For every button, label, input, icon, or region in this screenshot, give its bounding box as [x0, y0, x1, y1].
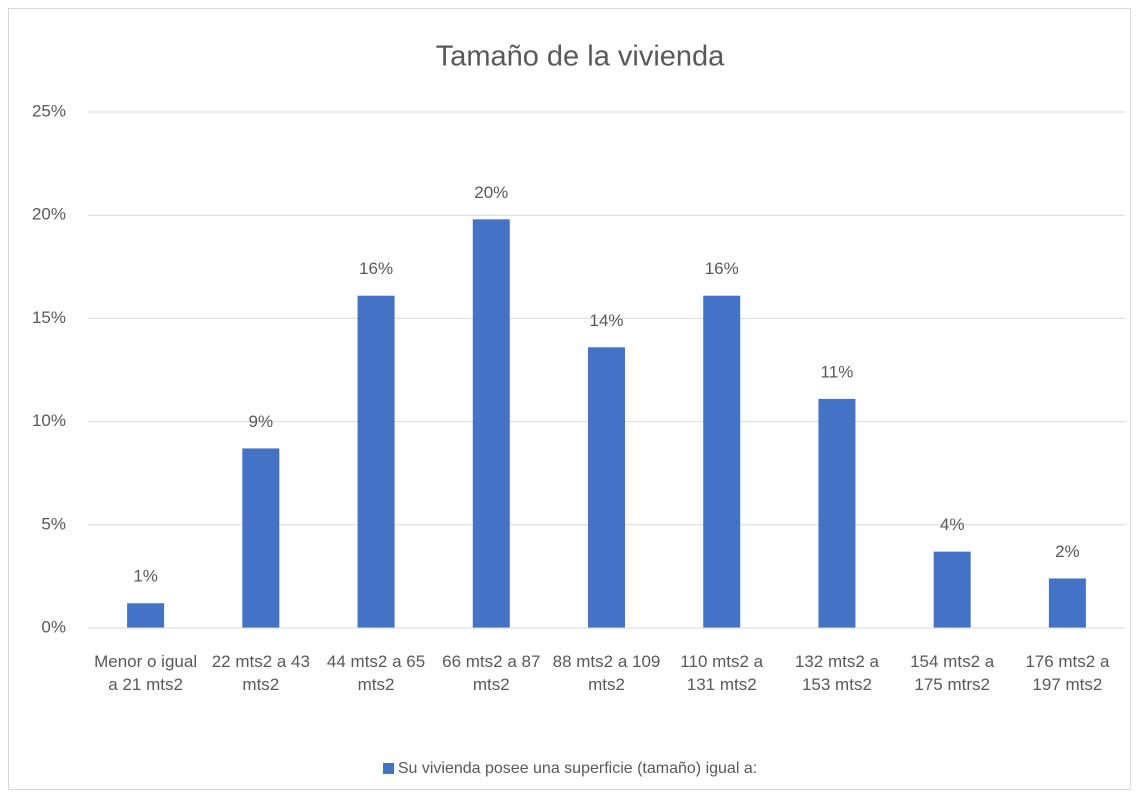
y-tick-label: 20%	[32, 205, 66, 224]
bar	[127, 603, 165, 628]
data-label: 1%	[133, 567, 158, 586]
data-label: 16%	[705, 259, 739, 278]
x-tick-label: Menor o igual a 21 mts2	[94, 652, 198, 694]
y-tick-label: 25%	[32, 101, 66, 120]
x-tick-label: 88 mts2 a 109 mts2	[552, 652, 661, 694]
y-tick-label: 5%	[41, 514, 66, 533]
bar	[242, 448, 280, 628]
y-tick-label: 10%	[32, 411, 66, 430]
data-label: 11%	[821, 362, 854, 381]
data-label: 9%	[249, 412, 274, 431]
x-tick-label: 44 mts2 a 65 mts2	[326, 652, 426, 694]
x-tick-label: 132 mts2 a 153 mts2	[794, 652, 879, 694]
bar	[472, 219, 510, 628]
chart-title: Tamaño de la vivienda	[436, 41, 725, 73]
chart-border	[8, 8, 1131, 790]
data-label: 2%	[1055, 542, 1080, 561]
data-label: 14%	[589, 311, 623, 330]
bar	[703, 295, 741, 628]
bar	[357, 295, 395, 628]
x-tick-label: 110 mts2 a 131 mts2	[680, 652, 764, 694]
data-label: 20%	[474, 183, 508, 202]
bar	[933, 551, 971, 628]
bar	[818, 398, 856, 628]
bar	[1048, 578, 1086, 628]
x-tick-label: 66 mts2 a 87 mts2	[442, 652, 541, 694]
data-label: 16%	[359, 259, 393, 278]
x-tick-label: 154 mts2 a 175 mtrs2	[910, 652, 995, 694]
x-tick-label: 176 mts2 a 197 mts2	[1025, 652, 1110, 694]
x-tick-label: 22 mts2 a 43 mts2	[211, 652, 310, 694]
legend-swatch	[382, 763, 394, 774]
bar	[588, 347, 625, 628]
legend: Su vivienda posee una superficie (tamaño…	[0, 760, 1140, 778]
legend-label: Su vivienda posee una superficie (tamaño…	[397, 760, 758, 777]
y-tick-label: 0%	[41, 617, 66, 636]
y-tick-label: 15%	[32, 308, 66, 327]
data-label: 4%	[940, 515, 965, 534]
